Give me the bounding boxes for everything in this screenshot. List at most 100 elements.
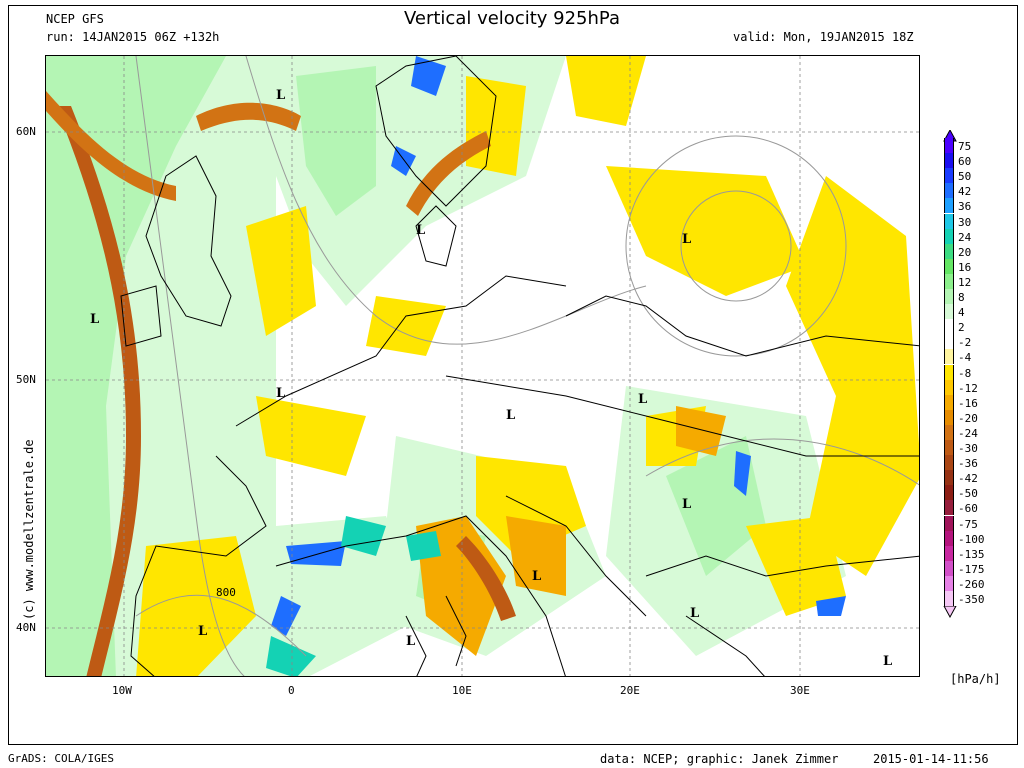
colorbar-level-label: 50 <box>958 170 972 184</box>
colorbar-row: 12 <box>940 273 1020 289</box>
colorbar-swatch <box>944 304 954 320</box>
colorbar-level-label: 30 <box>958 215 972 229</box>
colorbar-row: -100 <box>940 530 1020 546</box>
descent-band-norway <box>196 102 301 131</box>
colorbar-level-label: -260 <box>958 577 985 591</box>
descent-band-west <box>56 106 141 676</box>
descent-band-north <box>46 91 176 201</box>
colorbar-swatch <box>944 243 954 259</box>
low-marker: L <box>506 408 516 423</box>
colorbar-row: -50 <box>940 485 1020 501</box>
software-credit: GrADS: COLA/IGES <box>8 752 114 765</box>
plot-frame <box>8 5 1018 745</box>
colorbar-row: 16 <box>940 258 1020 274</box>
colorbar-level-label: 42 <box>958 185 972 199</box>
forecast-map: L L L L L L L L L L L L L 800 <box>45 55 920 677</box>
graticule <box>46 56 919 676</box>
height-contours <box>135 56 919 676</box>
colorbar-swatch <box>944 470 954 486</box>
valid-time: valid: Mon, 19JAN2015 18Z <box>733 30 914 44</box>
colorbar-swatch <box>944 349 954 365</box>
colorbar-level-label: 75 <box>958 140 972 153</box>
ascent-spots <box>266 516 441 676</box>
colorbar-swatch <box>944 560 954 576</box>
colorbar-row: -135 <box>940 545 1020 561</box>
colorbar-row: -60 <box>940 500 1020 516</box>
colorbar-bottom-arrow <box>943 606 957 619</box>
colorbar-swatch <box>944 213 954 229</box>
colorbar-row: -30 <box>940 440 1020 455</box>
colorbar-level-label: -2 <box>958 336 972 350</box>
colorbar-row: -8 <box>940 364 1020 380</box>
colorbar-level-label: -8 <box>958 366 972 380</box>
colorbar-row: 75 <box>940 138 1020 153</box>
lon-label-10w: 10W <box>112 684 132 697</box>
colorbar-row: 36 <box>940 198 1020 214</box>
colorbar-level-label: 4 <box>958 306 965 320</box>
lat-label-50n: 50N <box>16 373 36 386</box>
lon-label-0: 0 <box>288 684 295 697</box>
descent-band-italy <box>456 536 516 621</box>
colorbar-row: -42 <box>940 470 1020 486</box>
strong-ascent-spots <box>271 56 846 636</box>
low-marker: L <box>690 606 700 621</box>
colorbar-row: -75 <box>940 515 1020 531</box>
lat-label-60n: 60N <box>16 125 36 138</box>
colorbar-swatch <box>944 228 954 244</box>
colorbar-swatch <box>944 289 954 304</box>
colorbar-row: 2 <box>940 319 1020 335</box>
colorbar-level-label: -30 <box>958 442 978 455</box>
colorbar-row: -24 <box>940 424 1020 440</box>
colorbar-row: 30 <box>940 213 1020 229</box>
lon-label-20e: 20E <box>620 684 640 697</box>
lat-label-40n: 40N <box>16 621 36 634</box>
colorbar-level-label: 12 <box>958 275 972 289</box>
colorbar-swatch <box>944 138 954 153</box>
colorbar-row: 4 <box>940 304 1020 320</box>
low-marker: L <box>276 88 286 103</box>
colorbar-level-label: 24 <box>958 230 972 244</box>
low-marker: L <box>276 386 286 401</box>
low-marker: L <box>883 654 893 669</box>
low-marker: L <box>682 497 692 512</box>
colorbar-swatch <box>944 515 954 531</box>
colorbar-swatch <box>944 545 954 561</box>
colorbar-row: -260 <box>940 575 1020 591</box>
colorbar-swatch <box>944 394 954 410</box>
coastlines <box>120 56 919 676</box>
colorbar-swatch <box>944 575 954 591</box>
data-credit: data: NCEP; graphic: Janek Zimmer <box>600 752 839 766</box>
run-info: run: 14JAN2015 06Z +132h <box>46 30 220 44</box>
colorbar-swatch <box>944 440 954 455</box>
map-canvas <box>46 56 919 676</box>
colorbar-level-label: -36 <box>958 457 978 471</box>
website-credit: (c) www.modellzentrale.de <box>22 439 36 620</box>
colorbar-row: 8 <box>940 289 1020 304</box>
colorbar-swatch <box>944 530 954 546</box>
colorbar-swatch <box>944 183 954 199</box>
low-marker: L <box>416 223 426 238</box>
descent-band-skagerrak <box>406 131 491 216</box>
colorbar-swatch <box>944 485 954 501</box>
low-marker: L <box>90 312 100 327</box>
colorbar-level-label: 8 <box>958 291 965 304</box>
lon-label-10e: 10E <box>452 684 472 697</box>
colorbar-row: -4 <box>940 349 1020 365</box>
colorbar-swatch <box>944 591 954 606</box>
colorbar-level-label: 36 <box>958 200 972 214</box>
colorbar-level-label: 2 <box>958 321 965 335</box>
colorbar-row: -16 <box>940 394 1020 410</box>
weak-descent-areas <box>136 56 919 676</box>
colorbar-level-label: -100 <box>958 532 985 546</box>
map-title: Vertical velocity 925hPa <box>403 8 620 29</box>
colorbar-swatch <box>944 424 954 440</box>
colorbar-swatch <box>944 258 954 274</box>
colorbar-swatch <box>944 334 954 350</box>
colorbar-swatch <box>944 198 954 214</box>
low-marker: L <box>682 232 692 247</box>
colorbar-swatch <box>944 168 954 184</box>
colorbar-row: -175 <box>940 560 1020 576</box>
colorbar-level-label: -175 <box>958 562 985 576</box>
colorbar-swatch <box>944 409 954 425</box>
colorbar-level-label: -20 <box>958 411 978 425</box>
